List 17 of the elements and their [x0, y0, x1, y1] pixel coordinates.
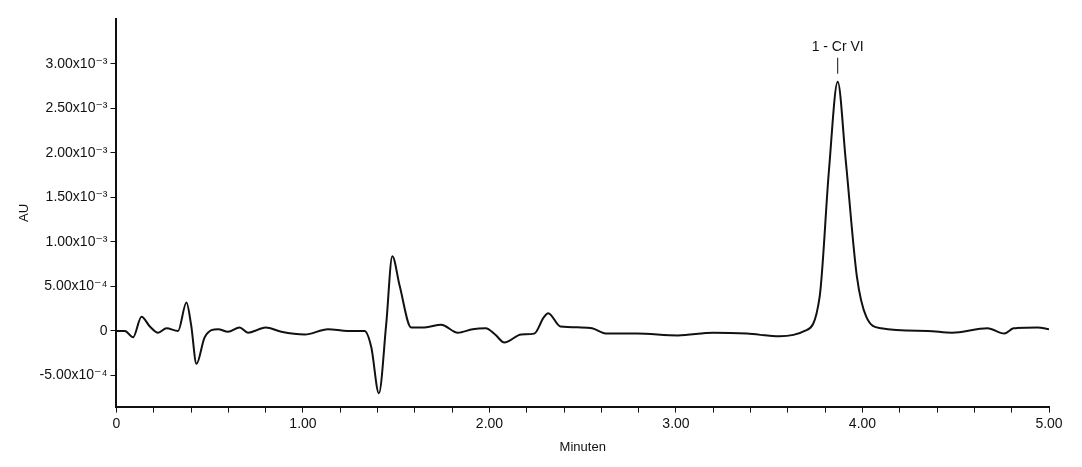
y-tick-label: 5.00x10⁻⁴	[44, 277, 108, 294]
y-tick-label: 0	[99, 321, 108, 338]
y-tick-label: 2.50x10⁻³	[45, 99, 108, 116]
y-tick-label: 2.00x10⁻³	[45, 143, 108, 160]
y-axis-title: AU	[16, 203, 32, 223]
x-axis-title: Minuten	[559, 438, 606, 454]
x-tick-label: 5.00	[1035, 414, 1063, 431]
y-tick-label: 1.00x10⁻³	[45, 232, 108, 249]
x-tick-label: 1.00	[289, 414, 317, 431]
y-tick-label: -5.00x10⁻⁴	[39, 366, 108, 383]
annotation: 1 - Cr VI	[811, 37, 864, 54]
y-tick-label: 1.50x10⁻³	[45, 188, 108, 205]
x-tick-label: 2.00	[475, 414, 504, 431]
x-tick-label: 3.00	[662, 414, 690, 431]
x-tick-label: 0	[112, 414, 121, 431]
y-tick-label: 3.00x10⁻³	[45, 54, 108, 71]
x-tick-label: 4.00	[848, 414, 877, 431]
